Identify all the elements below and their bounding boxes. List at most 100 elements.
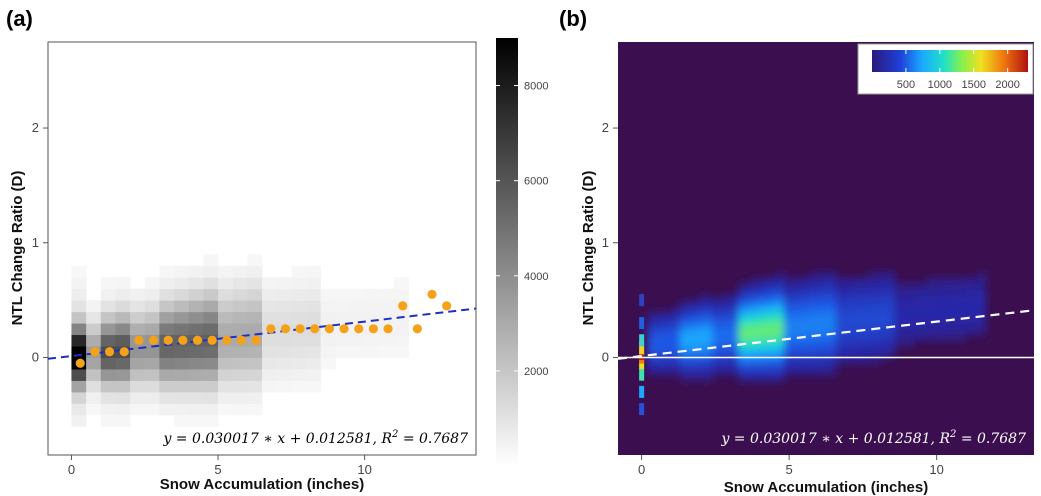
heatmap-cell <box>926 277 935 284</box>
heatmap-cell <box>887 282 896 290</box>
heatmap-cell <box>952 334 961 342</box>
mean-point <box>368 324 378 334</box>
heatmap-cell <box>816 357 824 365</box>
mean-point <box>383 324 393 334</box>
heatmap-cell <box>848 277 857 284</box>
heatmap-cell <box>764 328 772 336</box>
heatmap-cell <box>946 305 954 313</box>
heatmap-cell <box>809 305 818 313</box>
heatmap-cell <box>816 351 824 359</box>
heatmap-cell <box>692 311 701 319</box>
heatmap-cell <box>848 323 857 330</box>
heatmap-cell <box>174 368 190 381</box>
heatmap-cell <box>887 294 896 302</box>
heatmap-cell <box>933 294 941 302</box>
heatmap-cell <box>790 300 798 307</box>
heatmap-cell <box>159 265 175 278</box>
mean-point <box>119 347 129 357</box>
heatmap-cell <box>946 323 954 330</box>
heatmap-cell <box>393 334 410 347</box>
heatmap-cell <box>305 277 322 290</box>
heatmap-cell <box>777 340 785 348</box>
eq-b-r-label: R <box>938 431 950 447</box>
heatmap-cell <box>757 328 766 336</box>
heatmap-cell <box>660 357 668 365</box>
heatmap-cell <box>276 300 292 313</box>
heatmap-cell <box>972 323 980 330</box>
heatmap-cell <box>946 311 954 319</box>
heatmap-cell <box>848 328 857 336</box>
colorbar-tick-label: 6000 <box>524 176 548 188</box>
eq-b-equals: = <box>729 431 750 447</box>
heatmap-cell <box>809 340 818 348</box>
heatmap-cell <box>881 294 889 302</box>
mean-point <box>163 335 173 345</box>
heatmap-cell <box>842 346 850 353</box>
heatmap-cell <box>718 346 727 353</box>
heatmap-cell <box>803 357 811 365</box>
heatmap-cell <box>803 300 811 307</box>
heatmap-cell <box>777 328 785 336</box>
heatmap-cell <box>188 368 204 381</box>
heatmap-cell <box>757 305 766 313</box>
heatmap-cell <box>965 317 974 325</box>
heatmap-cell <box>144 357 160 370</box>
heatmap-cell <box>653 351 662 359</box>
heatmap-cell <box>100 300 116 313</box>
heatmap-cell <box>130 323 146 336</box>
heatmap-cell <box>705 305 714 313</box>
heatmap-cell <box>673 328 681 336</box>
heatmap-cell <box>783 363 792 370</box>
heatmap-cell <box>757 282 766 290</box>
heatmap-cell <box>276 288 292 301</box>
heatmap-cell <box>835 288 844 296</box>
heatmap-cell <box>666 334 675 342</box>
heatmap-cell <box>86 391 102 404</box>
heatmap-cell <box>777 368 785 376</box>
heatmap-cell <box>868 340 876 348</box>
mean-point <box>236 335 247 345</box>
heatmap-cell <box>848 300 857 307</box>
heatmap-cell <box>731 311 740 319</box>
heatmap-cell <box>777 357 785 365</box>
heatmap-cell <box>725 305 733 313</box>
heatmap-cell <box>679 374 688 382</box>
panel-b-y-axis-title: NTL Change Ratio (D) <box>580 171 597 326</box>
heatmap-cell <box>777 346 785 353</box>
heatmap-cell <box>900 300 909 307</box>
heatmap-cell <box>232 368 248 381</box>
heatmap-cell <box>861 340 870 348</box>
heatmap-cell <box>379 300 395 313</box>
heatmap-cell <box>174 311 190 324</box>
heatmap-cell <box>952 317 961 325</box>
heatmap-cell <box>829 357 837 365</box>
heatmap-cell <box>920 294 928 302</box>
heatmap-cell <box>276 357 292 370</box>
heatmap-cell <box>705 300 714 307</box>
heatmap-cell <box>203 346 219 358</box>
heatmap-cell <box>861 282 870 290</box>
heatmap-cell <box>115 288 131 301</box>
heatmap-cell <box>276 368 292 381</box>
heatmap-cell <box>816 277 824 284</box>
heatmap-cell <box>744 282 753 290</box>
heatmap-cell <box>203 277 219 290</box>
heatmap-cell <box>809 271 818 279</box>
heatmap-cell <box>276 380 292 393</box>
heatmap-cell <box>174 346 190 358</box>
heatmap-cell <box>660 334 668 342</box>
heatmap-cell <box>757 368 766 376</box>
heatmap-cell <box>764 363 772 370</box>
heatmap-cell <box>647 363 655 370</box>
heatmap-cell <box>829 305 837 313</box>
heatmap-cell <box>887 300 896 307</box>
heatmap-cell <box>959 334 967 342</box>
heatmap-cell <box>731 363 740 370</box>
heatmap-cell <box>232 277 248 290</box>
heatmap-cell <box>71 288 87 301</box>
heatmap-cell <box>71 265 87 278</box>
heatmap-cell <box>757 351 766 359</box>
heatmap-cell <box>100 414 116 427</box>
heatmap-cell <box>868 305 876 313</box>
heatmap-cell <box>673 317 681 325</box>
